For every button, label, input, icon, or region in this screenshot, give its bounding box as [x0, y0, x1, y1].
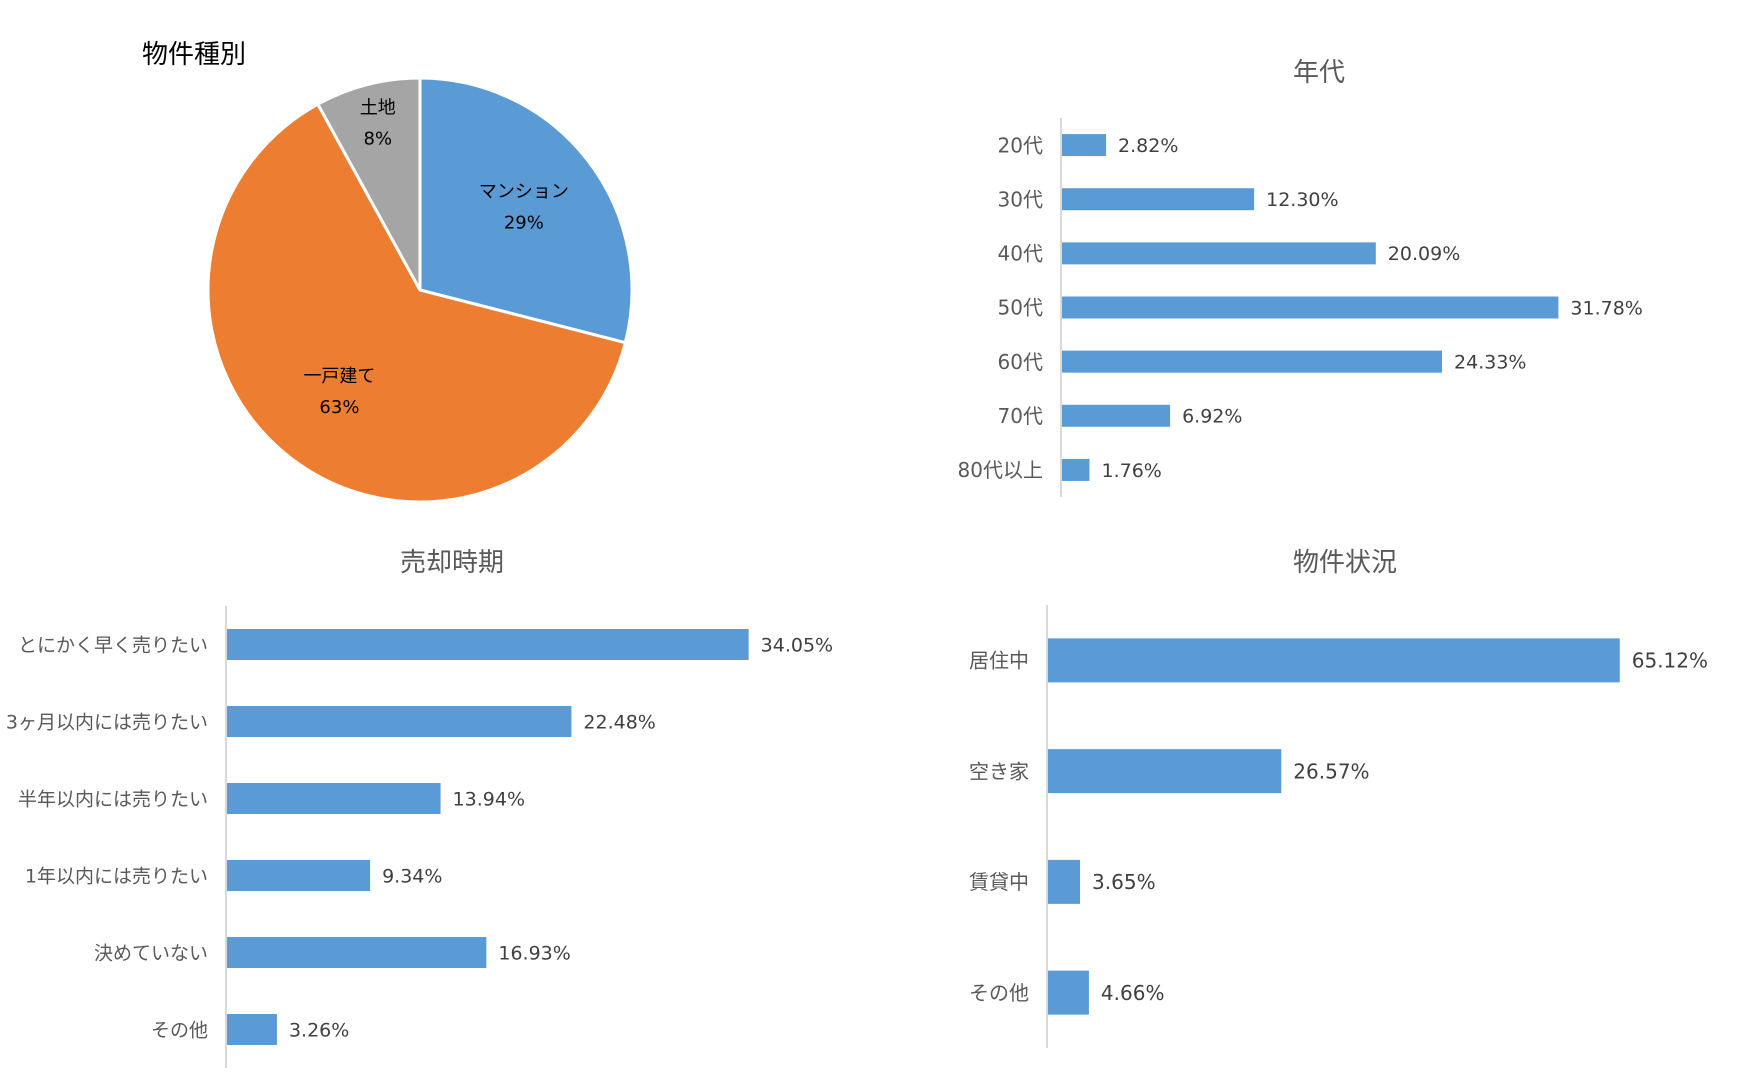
pie-slice-label: マンション [479, 181, 569, 202]
pie-chart-title: 物件種別 [142, 40, 247, 70]
bar [227, 937, 487, 968]
bar-value-label: 24.33% [1454, 351, 1526, 373]
bar-value-label: 31.78% [1570, 297, 1642, 319]
pie-slice-value: 8% [364, 129, 393, 150]
category-tick-label: 70代 [998, 404, 1043, 428]
category-tick-label: 賃貸中 [969, 870, 1029, 894]
category-tick-label: とにかく早く売りたい [18, 634, 208, 656]
category-tick-label: 3ヶ月以内には売りたい [6, 711, 208, 733]
category-tick-label: 50代 [998, 296, 1043, 320]
bar-value-label: 26.57% [1293, 759, 1369, 783]
bar [1062, 350, 1443, 373]
category-tick-label: 居住中 [969, 649, 1029, 673]
timing-chart-title: 売却時期 [400, 548, 505, 578]
bar [1062, 134, 1107, 157]
bar [227, 783, 441, 814]
bar [1048, 749, 1282, 794]
bar-value-label: 4.66% [1101, 981, 1165, 1005]
bar-value-label: 9.34% [382, 865, 442, 887]
category-tick-label: 1年以内には売りたい [25, 865, 208, 887]
pie-slice-label: 土地 [360, 98, 396, 119]
bar-value-label: 2.82% [1118, 135, 1178, 157]
bar [1048, 638, 1620, 683]
category-tick-label: 30代 [998, 187, 1043, 211]
bar-value-label: 16.93% [498, 942, 570, 964]
pie-slice-label: 一戸建て [303, 366, 375, 387]
pie-slice-value: 29% [504, 212, 544, 233]
bar [1062, 296, 1559, 319]
bar-value-label: 6.92% [1182, 406, 1242, 428]
property-type-pie-chart: 物件種別 マンション 29% 一戸建て 63% 土地 8% [0, 0, 700, 520]
category-tick-label: 60代 [998, 350, 1043, 374]
age-chart-title: 年代 [1293, 58, 1346, 88]
bar-value-label: 3.65% [1092, 870, 1156, 894]
bar-value-label: 34.05% [761, 634, 833, 656]
property-status-bar-chart: 物件状況 居住中 65.12% 空き家 26.57% 賃貸中 3.65% その他 4.66% [873, 530, 1746, 1083]
category-tick-label: 半年以内には売りたい [18, 788, 208, 810]
age-bar-chart: 年代 20代 2.82% 30代 12.30% 40代 20.09% 50代 31.78% 60… [873, 0, 1746, 520]
category-tick-label: 40代 [998, 242, 1043, 266]
pie-slice-value: 63% [319, 397, 359, 418]
bar [227, 1014, 277, 1045]
pie-slice [206, 102, 628, 504]
category-tick-label: 80代以上 [958, 458, 1043, 482]
bar [1048, 970, 1089, 1015]
bar [1062, 242, 1376, 265]
bar [227, 706, 572, 737]
category-tick-label: 空き家 [969, 759, 1029, 783]
timing-svg: とにかく早く売りたい 34.05% 3ヶ月以内には売りたい 22.48% 半年以内には売… [6, 606, 833, 1068]
bar [1062, 404, 1171, 427]
category-tick-label: 決めていない [94, 942, 208, 964]
bar-value-label: 1.76% [1101, 460, 1161, 482]
bar-value-label: 65.12% [1632, 649, 1708, 673]
bar-value-label: 13.94% [453, 788, 525, 810]
bar-value-label: 3.26% [289, 1019, 349, 1041]
status-svg: 居住中 65.12% 空き家 26.57% 賃貸中 3.65% その他 4.66% [969, 605, 1708, 1048]
category-tick-label: その他 [151, 1019, 208, 1041]
age-svg: 20代 2.82% 30代 12.30% 40代 20.09% 50代 31.78% 60代 24… [958, 118, 1643, 497]
bar [227, 860, 371, 891]
category-tick-label: 20代 [998, 133, 1043, 157]
category-tick-label: その他 [969, 981, 1029, 1005]
pie-slice [315, 76, 422, 291]
sale-timing-bar-chart: 売却時期 とにかく早く売りたい 34.05% 3ヶ月以内には売りたい 22.48% 半年… [0, 530, 873, 1083]
status-chart-title: 物件状況 [1293, 548, 1398, 578]
bar [1062, 188, 1255, 211]
pie-svg: マンション 29% 一戸建て 63% 土地 8% [206, 76, 634, 504]
bar [1062, 458, 1090, 481]
bar [1048, 859, 1081, 904]
bar [227, 629, 749, 660]
bar-value-label: 12.30% [1266, 189, 1338, 211]
pie-slice [418, 76, 634, 345]
bar-value-label: 22.48% [583, 711, 655, 733]
bar-value-label: 20.09% [1388, 243, 1460, 265]
